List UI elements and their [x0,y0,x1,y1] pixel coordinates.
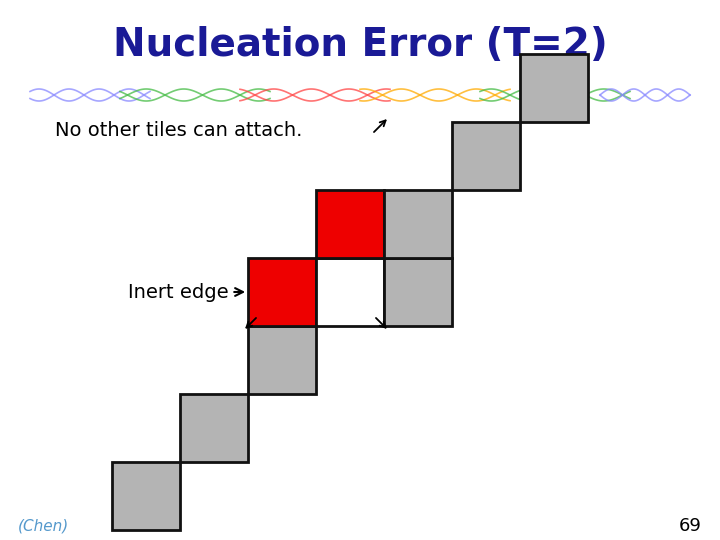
Text: Nucleation Error (T=2): Nucleation Error (T=2) [112,26,608,64]
Text: No other tiles can attach.: No other tiles can attach. [55,120,302,139]
Bar [316,190,384,258]
Bar [384,190,452,258]
Text: 69: 69 [679,517,702,535]
Text: Inert edge: Inert edge [128,282,243,301]
Bar [248,326,316,394]
Text: (Chen): (Chen) [18,518,69,534]
Bar [248,258,316,326]
Bar [112,462,180,530]
Bar [180,394,248,462]
Bar [384,258,452,326]
Bar [316,258,384,326]
Bar [520,54,588,122]
Bar [452,122,520,190]
